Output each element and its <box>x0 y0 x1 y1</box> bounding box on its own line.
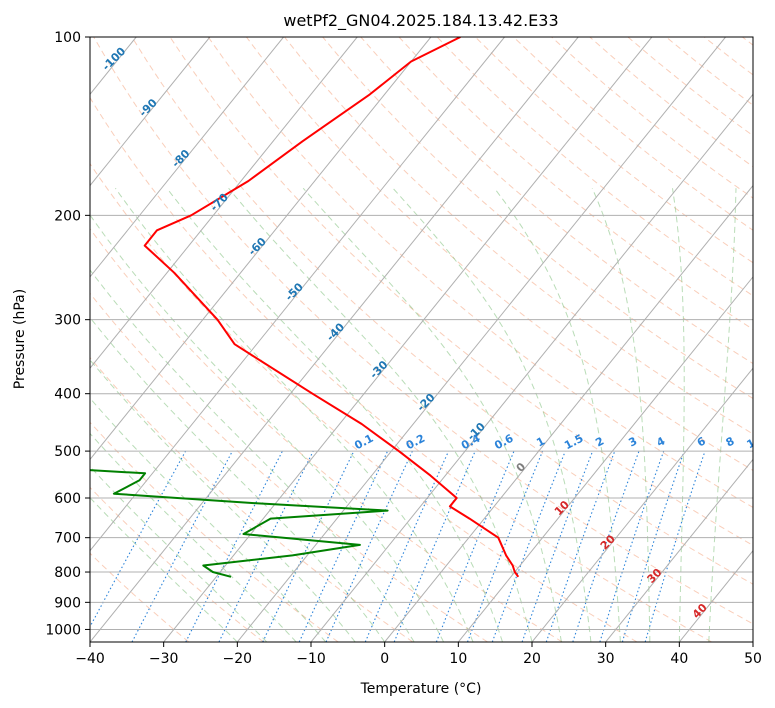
mixing-ratio-line <box>466 450 544 642</box>
dry-adiabat <box>436 37 753 297</box>
mixing-ratio-line <box>364 450 450 642</box>
isotherm-line <box>0 37 63 642</box>
dry-adiabat <box>131 37 753 585</box>
plot-frame <box>89 36 754 643</box>
moist-adiabat <box>228 187 533 642</box>
isobar-grid <box>90 37 753 630</box>
moist-adiabat <box>392 187 592 642</box>
temperature-line <box>143 37 520 578</box>
x-tick-label: −30 <box>149 651 179 667</box>
x-axis-label: Temperature (°C) <box>360 681 482 697</box>
moist-adiabat <box>591 187 651 642</box>
x-tick-label: −10 <box>296 651 326 667</box>
isotherm-line <box>310 93 753 642</box>
mixing-ratio-line <box>599 450 665 642</box>
dry-adiabat <box>90 96 712 642</box>
moist-adiabat <box>90 397 327 642</box>
mixing-ratio-line <box>185 450 283 642</box>
dry-adiabat <box>246 37 753 471</box>
mixing-ratio-line <box>621 450 685 642</box>
y-tick-label: 1000 <box>45 622 81 638</box>
dry-adiabat <box>90 292 488 642</box>
y-axis-ticks: 100 200 300 400 500 600 700 800 900 1000 <box>45 30 90 638</box>
moist-adiabat <box>90 214 445 642</box>
dry-adiabat <box>90 228 563 642</box>
dry-adiabat <box>93 37 753 625</box>
dry-adiabat <box>90 421 339 642</box>
moist-adiabat <box>493 187 621 642</box>
dry-adiabat <box>90 552 190 642</box>
x-tick-label: 20 <box>523 651 541 667</box>
dry-adiabat <box>398 37 753 330</box>
moist-adiabats <box>90 187 737 642</box>
mixing-ratio-label: 13 <box>770 433 775 452</box>
x-tick-label: 50 <box>744 651 762 667</box>
isotherm-line <box>605 458 753 642</box>
mixing-ratio-line <box>325 450 413 642</box>
isotherm-line <box>90 37 211 187</box>
mixing-ratio-line <box>218 450 314 642</box>
x-tick-label: 10 <box>449 651 467 667</box>
moist-adiabat <box>90 432 297 642</box>
moist-adiabat <box>90 497 238 642</box>
y-tick-label: 500 <box>54 444 81 460</box>
isotherm-line <box>90 37 284 278</box>
x-axis-ticks: −40 −30 −20 −10 0 10 20 30 40 50 <box>75 642 762 667</box>
dewpoint-line <box>90 469 389 578</box>
dry-adiabat <box>360 37 753 365</box>
isotherm-line <box>163 37 653 642</box>
mixing-ratio-line <box>521 450 594 642</box>
y-tick-label: 700 <box>54 531 81 547</box>
isotherm-line <box>90 37 579 642</box>
moist-adiabat <box>708 188 737 642</box>
x-tick-label: −20 <box>223 651 253 667</box>
x-tick-label: 0 <box>380 651 389 667</box>
mixing-ratio-label: 10 <box>745 433 765 452</box>
mixing-ratio-line <box>491 450 566 642</box>
isotherm-line <box>752 641 753 642</box>
moist-adiabat <box>90 269 415 642</box>
profile-lines <box>90 37 520 578</box>
moist-adiabat <box>672 188 685 642</box>
moist-adiabat <box>114 187 474 642</box>
y-tick-label: 600 <box>54 491 81 507</box>
y-axis-label: Pressure (hPa) <box>12 289 28 389</box>
x-tick-label: −40 <box>75 651 105 667</box>
isotherm-line <box>531 367 753 642</box>
plot-area: -100-90-80-70-60-50-40-30-20-10010203040… <box>0 37 775 642</box>
isotherm-line <box>384 184 753 642</box>
mixing-ratio-line <box>644 450 706 642</box>
mixing-ratio-line <box>572 450 640 642</box>
isotherm-line <box>90 37 358 369</box>
mixing-ratio-line <box>131 450 233 642</box>
moist-adiabat <box>90 465 268 642</box>
y-tick-label: 300 <box>54 313 81 329</box>
x-tick-label: 40 <box>670 651 688 667</box>
chart-title: wetPf2_GN04.2025.184.13.42.E33 <box>283 11 558 31</box>
x-tick-label: 30 <box>597 651 615 667</box>
y-tick-label: 800 <box>54 565 81 581</box>
y-tick-label: 400 <box>54 387 81 403</box>
isotherm-line <box>457 276 753 642</box>
isotherm-line <box>90 37 505 552</box>
mixing-ratio-line <box>90 450 187 628</box>
mixing-ratio-line <box>435 450 515 642</box>
mixing-ratio-line <box>545 450 616 642</box>
isotherm-grid <box>0 37 753 642</box>
moist-adiabat <box>302 187 562 642</box>
y-tick-label: 200 <box>54 208 81 224</box>
y-tick-label: 100 <box>54 30 81 46</box>
y-tick-label: 900 <box>54 595 81 611</box>
isotherm-line <box>90 37 432 461</box>
